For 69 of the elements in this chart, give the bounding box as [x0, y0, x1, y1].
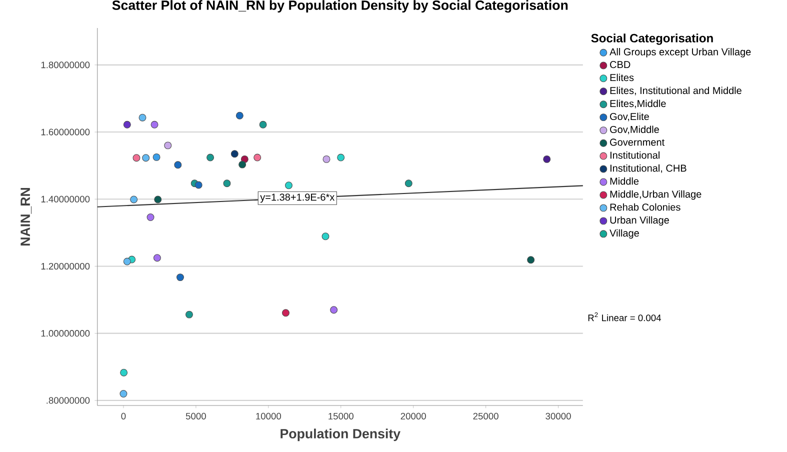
- point: [238, 160, 246, 168]
- chart-title: Scatter Plot of NAIN_RN by Population Density by Social Categorisation: [112, 0, 568, 13]
- point: [322, 155, 330, 163]
- point: [142, 154, 150, 162]
- legend-label: Institutional: [610, 151, 660, 159]
- point: [120, 390, 128, 398]
- point: [123, 258, 131, 266]
- legend-label: Village: [610, 229, 639, 239]
- legend-label: Elites,Middle: [610, 100, 666, 108]
- point: [185, 310, 193, 318]
- point: [123, 120, 131, 128]
- point: [132, 154, 140, 162]
- x-axis-title: Population Density: [280, 428, 400, 441]
- point: [154, 196, 162, 204]
- point: [404, 180, 412, 188]
- point: [240, 155, 248, 163]
- legend-label: Gov,Middle: [610, 126, 659, 134]
- text: R$^{2}$ Linear = 0.004: [588, 312, 661, 322]
- point: [254, 154, 262, 162]
- legend-label: Institutional, CHB: [610, 164, 686, 173]
- legend-label: Rehab Colonies: [610, 203, 680, 211]
- point: [164, 142, 172, 150]
- y-axis-title: NAIN_RN: [20, 188, 32, 246]
- point: [322, 232, 330, 240]
- point: [153, 254, 161, 262]
- y-tick-label: 1.20000000: [41, 262, 90, 270]
- point: [194, 181, 202, 189]
- point: [174, 161, 182, 169]
- point: [146, 213, 154, 221]
- point: [259, 120, 267, 128]
- legend-label: Middle: [610, 177, 639, 185]
- y-tick-label: 1.40000000: [41, 196, 90, 202]
- y-tick-label: 1.80000000: [41, 62, 90, 68]
- legend-label: Government: [610, 138, 665, 146]
- x-tick-label: 15000: [328, 412, 354, 420]
- x-tick-label: 25000: [473, 412, 498, 420]
- point: [120, 368, 128, 376]
- legend-label: All Groups except Urban Village: [610, 48, 751, 58]
- legend-label: Middle,Urban Village: [610, 190, 702, 200]
- point: [152, 153, 160, 161]
- point: [223, 180, 231, 188]
- annotation: y=1.38+1.9E-6*x: [260, 194, 335, 203]
- y-tick-label: .80000000: [46, 397, 90, 404]
- x-tick-label: 30000: [546, 412, 571, 420]
- point: [543, 155, 551, 163]
- point: [206, 154, 214, 162]
- y-tick-label: 1.60000000: [41, 128, 90, 136]
- legend-label: Elites, Institutional and Middle: [610, 86, 742, 96]
- point: [236, 112, 244, 120]
- point: [138, 114, 146, 122]
- legend-label: Elites: [610, 74, 634, 82]
- point: [337, 154, 345, 162]
- y-tick-label: 1.00000000: [41, 330, 90, 337]
- point: [130, 196, 138, 204]
- point: [282, 309, 290, 317]
- point: [176, 273, 184, 281]
- point: [230, 150, 238, 158]
- point: [527, 256, 535, 264]
- legend-label: Gov,Elite: [610, 112, 649, 122]
- point: [330, 306, 338, 314]
- legend-label: CBD: [610, 60, 630, 68]
- x-tick-label: 0: [121, 412, 126, 420]
- x-tick-label: 5000: [186, 412, 206, 420]
- x-tick-label: 10000: [256, 412, 282, 420]
- point: [285, 182, 292, 190]
- legend-label: Urban Village: [610, 216, 669, 226]
- legend-title: Social Categorisation: [591, 34, 713, 45]
- point: [150, 120, 158, 128]
- x-tick-label: 20000: [400, 412, 426, 420]
